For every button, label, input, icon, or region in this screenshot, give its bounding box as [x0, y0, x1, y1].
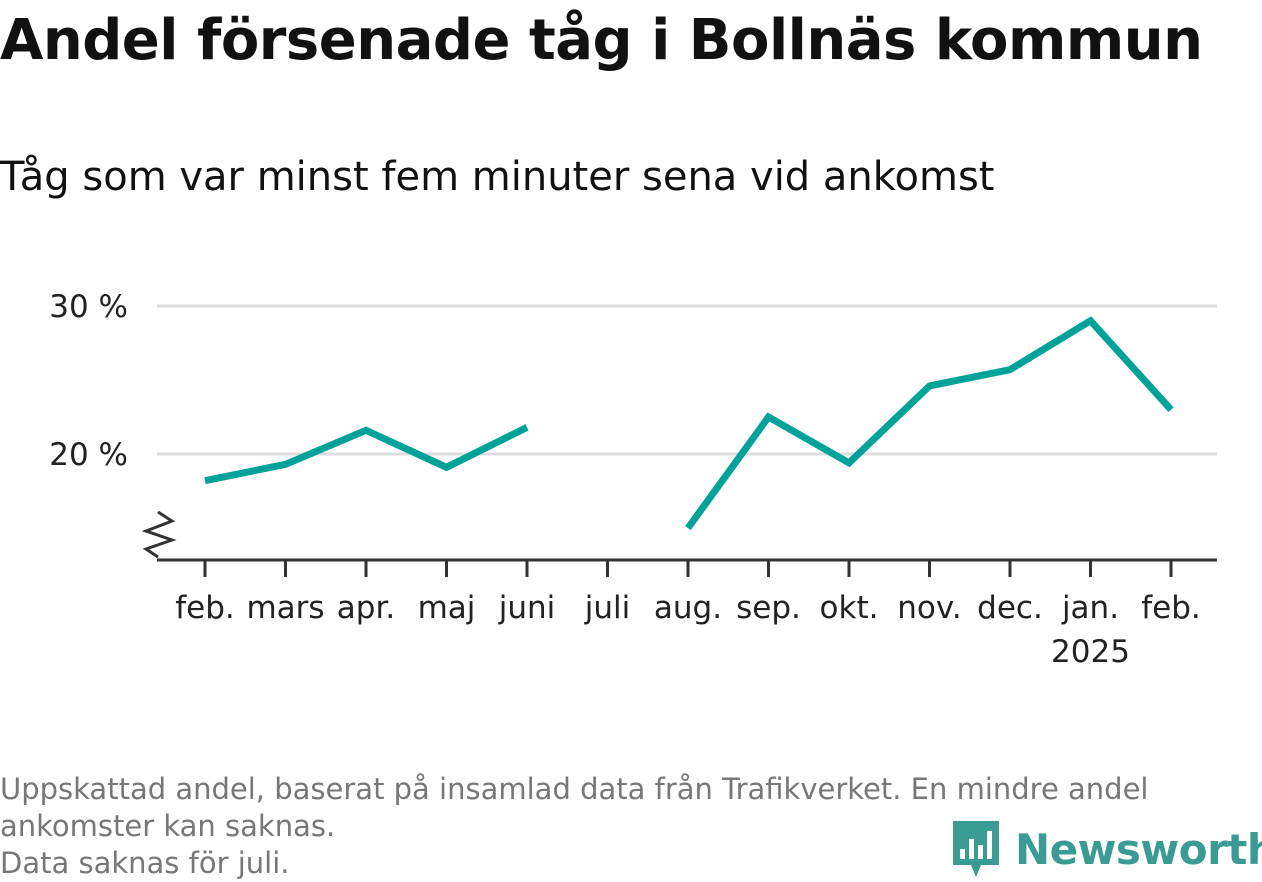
x-tick-label: aug.	[654, 590, 722, 626]
footnote-line-2: ankomster kan saknas.	[0, 809, 336, 843]
line-chart: 20 % 30 % feb. mars apr. maj juni juli aug. sep.…	[49, 289, 1217, 670]
bar-chart-icon	[953, 821, 999, 877]
footnote-line-3: Data saknas för juli.	[0, 846, 290, 880]
x-tick-label: apr.	[337, 590, 395, 626]
chart-title: Andel försenade tåg i Bollnäs kommun	[0, 8, 1203, 73]
x-tick-label: sep.	[736, 590, 801, 626]
series-lines	[204, 316, 1174, 531]
x-tick-label: juni	[498, 590, 556, 626]
y-tick-label: 20 %	[49, 437, 128, 473]
x-tick-label: nov.	[897, 590, 961, 626]
series-line-segment	[685, 316, 1174, 531]
x-axis	[141, 510, 1217, 577]
logo-text: Newsworthy	[1015, 824, 1262, 874]
y-tick-label: 30 %	[49, 289, 128, 325]
x-tick-label: mars	[246, 590, 324, 626]
series-line-segment	[204, 424, 529, 485]
x-tick-label: dec.	[977, 590, 1043, 626]
chart-subtitle: Tåg som var minst fem minuter sena vid a…	[0, 154, 995, 200]
x-tick-label: maj	[418, 590, 476, 626]
y-axis-tick-labels: 20 % 30 %	[49, 289, 128, 473]
x-tick-label: feb.	[175, 590, 235, 626]
footnote: Uppskattad andel, baserat på insamlad da…	[0, 771, 1250, 882]
x-year-label: 2025	[1051, 634, 1130, 670]
x-axis-tick-labels: feb. mars apr. maj juni juli aug. sep. okt. nov. d…	[175, 590, 1201, 670]
x-tick-label: jan.	[1061, 590, 1119, 626]
x-tick-label: juli	[584, 590, 631, 626]
footnote-line-1: Uppskattad andel, baserat på insamlad da…	[0, 772, 1149, 806]
gridlines	[157, 304, 1217, 456]
x-tick-label: okt.	[820, 590, 879, 626]
axis-break-icon	[141, 510, 177, 559]
x-tick-label: feb.	[1141, 590, 1201, 626]
newsworthy-logo: Newsworthy	[951, 819, 1262, 879]
